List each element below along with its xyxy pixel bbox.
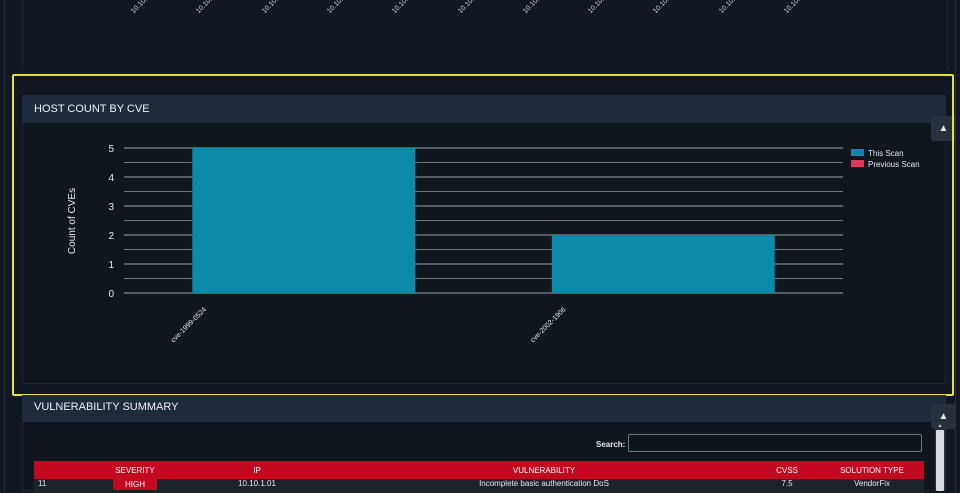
column-header-index[interactable] xyxy=(34,461,90,479)
column-header-cvss[interactable]: CVSS xyxy=(754,461,820,479)
ip-tick-label: 10.10.1.12 xyxy=(783,0,812,16)
y-tick-label: 3 xyxy=(108,202,114,213)
severity-badge: HIGH xyxy=(113,479,157,490)
column-header-severity[interactable]: SEVERITY xyxy=(90,461,180,479)
chevron-up-icon: ▲ xyxy=(938,123,949,134)
ip-tick-label: 10.10.1.183 xyxy=(587,0,618,15)
column-header-ip[interactable]: IP xyxy=(180,461,334,479)
ip-tick-label: 10.10.1.101 xyxy=(457,0,488,15)
right-rail xyxy=(955,0,956,491)
host-count-panel-header: HOST COUNT BY CVE xyxy=(22,95,946,123)
ip-tick-label: 10.10.1.100 xyxy=(261,0,292,15)
vulnerability-table: SEVERITY IP VULNERABILITY CVSS SOLUTION … xyxy=(34,461,924,493)
scrollbar-thumb[interactable] xyxy=(936,430,944,491)
y-axis-title: Count of CVEs xyxy=(67,188,78,254)
table-scrollbar[interactable]: ▲ xyxy=(935,423,945,491)
host-count-collapse-button[interactable]: ▲ xyxy=(931,116,956,141)
row-cvss: 7.5 xyxy=(754,479,820,493)
ip-tick-label: 10.10.1.90 xyxy=(130,0,159,16)
previous-chart-area: 10.10.1.90 10.10.1.104 10.10.1.100 10.10.1.… xyxy=(22,0,948,70)
column-header-solution-type[interactable]: SOLUTION TYPE xyxy=(820,461,924,479)
chevron-up-icon: ▲ xyxy=(938,411,949,422)
y-tick-label: 2 xyxy=(108,231,114,242)
legend-swatch xyxy=(851,149,864,156)
column-header-vulnerability[interactable]: VULNERABILITY xyxy=(334,461,754,479)
row-ip: 10.10.1.01 xyxy=(180,479,334,493)
row-index: 11 xyxy=(34,479,90,493)
table-header-row: SEVERITY IP VULNERABILITY CVSS SOLUTION … xyxy=(34,461,924,479)
bar-this-scan xyxy=(192,148,416,293)
ip-tick-label: 10.10.1.96 xyxy=(521,0,551,16)
selection-highlight xyxy=(12,74,954,396)
scroll-up-arrow-icon[interactable]: ▲ xyxy=(937,423,943,429)
search-label: Search: xyxy=(596,440,626,449)
host-count-panel-title: HOST COUNT BY CVE xyxy=(34,103,150,115)
bar-this-scan xyxy=(551,235,775,293)
legend-swatch xyxy=(851,160,864,167)
legend-label: This Scan xyxy=(868,149,904,158)
ip-tick-label: 10.10.1.83 xyxy=(391,0,420,16)
severity-cell: HIGH xyxy=(90,479,180,493)
y-tick-label: 5 xyxy=(108,144,114,155)
search-input[interactable] xyxy=(628,434,922,452)
table-row[interactable]: 11 HIGH 10.10.1.01 Incomplete basic auth… xyxy=(34,479,924,493)
vuln-summary-panel-header: VULNERABILITY SUMMARY xyxy=(22,395,946,422)
y-tick-label: 1 xyxy=(108,260,114,271)
ip-tick-label: 10.10.1.241 xyxy=(326,0,357,15)
host-count-panel-body xyxy=(22,123,946,384)
ip-tick-label: 10.10.1.44 xyxy=(717,0,747,16)
ip-tick-label: 10.10.1.104 xyxy=(195,0,226,15)
left-rail xyxy=(4,0,5,491)
row-vulnerability: Incomplete basic authentication DoS xyxy=(334,479,754,493)
legend-label: Previous Scan xyxy=(868,160,920,169)
ip-tick-label: 10.10.1.244 xyxy=(652,0,683,15)
vuln-summary-panel-title: VULNERABILITY SUMMARY xyxy=(34,401,179,413)
y-tick-label: 4 xyxy=(108,173,114,184)
row-solution-type: VendorFix xyxy=(820,479,924,493)
y-tick-label: 0 xyxy=(108,289,114,300)
